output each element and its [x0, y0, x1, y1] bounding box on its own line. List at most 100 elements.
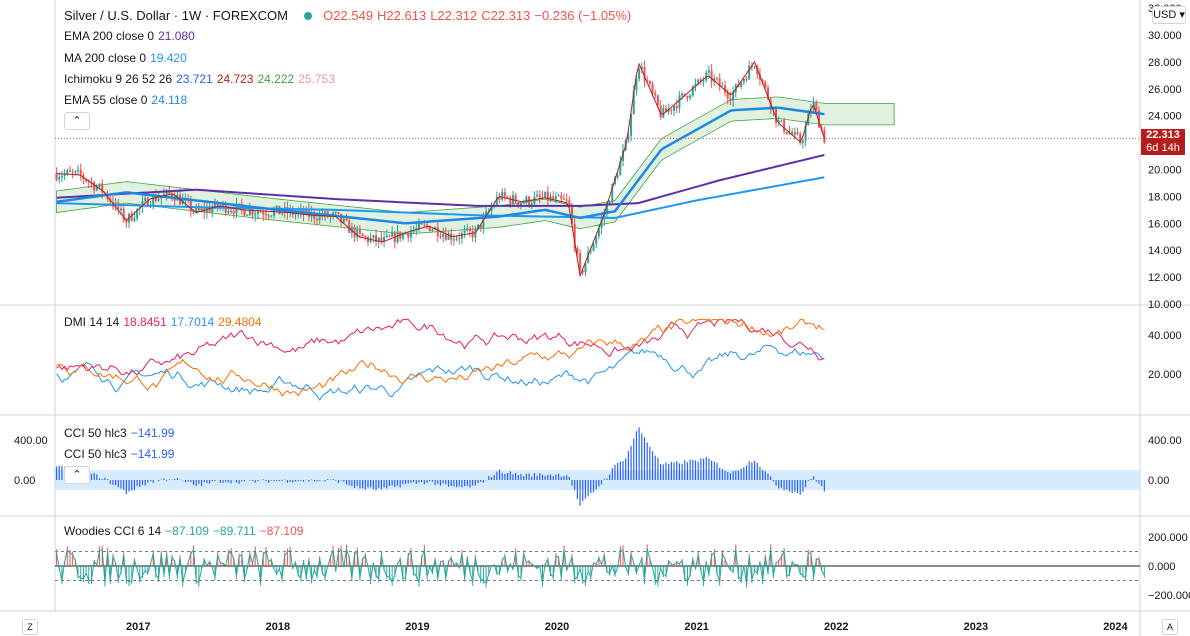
candle-body — [404, 232, 407, 234]
candle-body — [479, 224, 482, 229]
candle-body — [546, 191, 549, 201]
candle-body — [315, 218, 318, 221]
market-status-dot — [303, 12, 312, 20]
candle-body — [724, 85, 727, 93]
currency-selector[interactable]: USD ▾ — [1152, 6, 1186, 24]
price-tick-label: 12.000 — [1148, 272, 1182, 284]
candle-body — [804, 125, 807, 141]
candle-body — [477, 224, 480, 229]
candle-body — [439, 236, 442, 238]
candle-body — [801, 140, 804, 144]
candle-body — [254, 213, 257, 215]
candle-body — [144, 198, 147, 202]
candle-body — [211, 207, 214, 213]
candle-body — [823, 129, 826, 143]
candle-body — [95, 186, 98, 191]
candle-body — [458, 238, 461, 240]
candle-body — [409, 231, 412, 238]
auto-scale-button[interactable]: A — [1162, 619, 1178, 635]
candle-body — [119, 208, 122, 211]
legend-ichimoku[interactable]: Ichimoku 9 26 52 26 23.721 24.723 24.222 25.… — [64, 72, 335, 86]
candle-body — [213, 201, 216, 208]
candle-body — [431, 229, 434, 231]
candle-body — [71, 171, 74, 173]
candle-body — [686, 95, 689, 99]
candle-body — [452, 239, 455, 241]
candle-body — [417, 223, 420, 229]
candle-body — [136, 209, 139, 219]
candle-body — [146, 198, 149, 207]
legend-woodies[interactable]: Woodies CCI 6 14 −87.109 −89.711 −87.109 — [64, 524, 304, 538]
zoom-reset-button[interactable]: Z — [22, 619, 38, 635]
collapse-cci-legend-button[interactable]: ⌃ — [64, 466, 90, 484]
candle-body — [611, 183, 614, 203]
candle-body — [334, 212, 337, 214]
legend-ema200[interactable]: EMA 200 close 0 21.080 — [64, 29, 195, 43]
candle-body — [455, 238, 458, 240]
candle-body — [442, 233, 445, 237]
candle-body — [383, 236, 386, 242]
legend-ema55[interactable]: EMA 55 close 0 24.118 — [64, 93, 188, 107]
candle-body — [117, 202, 120, 211]
time-tick-label: 2018 — [266, 621, 290, 633]
ichimoku-cloud — [56, 96, 895, 235]
candle-body — [385, 235, 388, 237]
cci-band — [55, 470, 1140, 490]
legend-cci-duplicate[interactable]: CCI 50 hlc3 −141.99 — [64, 447, 175, 461]
candle-body — [766, 87, 769, 100]
candle-body — [503, 191, 506, 197]
candle-body — [248, 208, 251, 215]
candle-body — [495, 196, 498, 205]
kijun-line — [56, 60, 825, 278]
candle-body — [101, 183, 104, 193]
candle-body — [713, 78, 716, 82]
candle-body — [426, 224, 429, 226]
candle-body — [200, 208, 203, 211]
legend-dmi[interactable]: DMI 14 14 18.8451 17.7014 29.4804 — [64, 315, 262, 329]
price-tick-label: 28.000 — [1148, 57, 1182, 69]
candle-body — [756, 66, 759, 75]
candle-body — [638, 68, 641, 79]
candle-body — [407, 232, 410, 238]
time-tick-label: 2017 — [126, 621, 150, 633]
last-price: 22.313 — [1146, 129, 1180, 141]
candle-body — [702, 80, 705, 82]
dmi-tick-label: 20.000 — [1148, 369, 1182, 381]
candle-body — [775, 108, 778, 123]
candle-body — [506, 196, 509, 198]
candle-body — [342, 218, 345, 223]
legend-cci[interactable]: CCI 50 hlc3 −141.99 — [64, 426, 175, 440]
candle-body — [635, 78, 638, 91]
ma200-line — [56, 176, 825, 219]
time-tick-label: 2024 — [1103, 621, 1128, 633]
candle-body — [662, 108, 665, 118]
price-tick-label: 14.000 — [1148, 245, 1182, 257]
collapse-legend-button[interactable]: ⌃ — [64, 112, 90, 130]
symbol-title[interactable]: Silver / U.S. Dollar · 1W · FOREXCOM — [64, 8, 288, 23]
dmi-plus-line — [56, 344, 825, 401]
candle-body — [230, 210, 233, 212]
candle-body — [721, 85, 724, 87]
legend-ma200[interactable]: MA 200 close 0 19.420 — [64, 51, 187, 65]
candle-body — [63, 173, 66, 176]
candle-body — [377, 237, 380, 242]
price-tick-label: 16.000 — [1148, 218, 1182, 230]
candle-body — [777, 120, 780, 123]
candle-body — [262, 212, 265, 215]
candle-body — [560, 195, 563, 199]
candle-body — [270, 215, 273, 217]
candle-body — [468, 228, 471, 232]
candle-body — [157, 198, 160, 201]
ohlc-change: −0.236 (−1.05%) — [534, 8, 632, 23]
candle-body — [715, 78, 718, 80]
candle-body — [664, 108, 667, 113]
candle-body — [68, 170, 71, 172]
candle-body — [66, 170, 69, 174]
ohlc-close: C22.313 — [481, 8, 531, 23]
cci-left-tick-label: 400.00 — [14, 435, 48, 447]
candle-body — [490, 207, 493, 212]
candle-body — [82, 174, 85, 179]
candle-body — [799, 134, 802, 144]
candle-body — [780, 120, 783, 122]
